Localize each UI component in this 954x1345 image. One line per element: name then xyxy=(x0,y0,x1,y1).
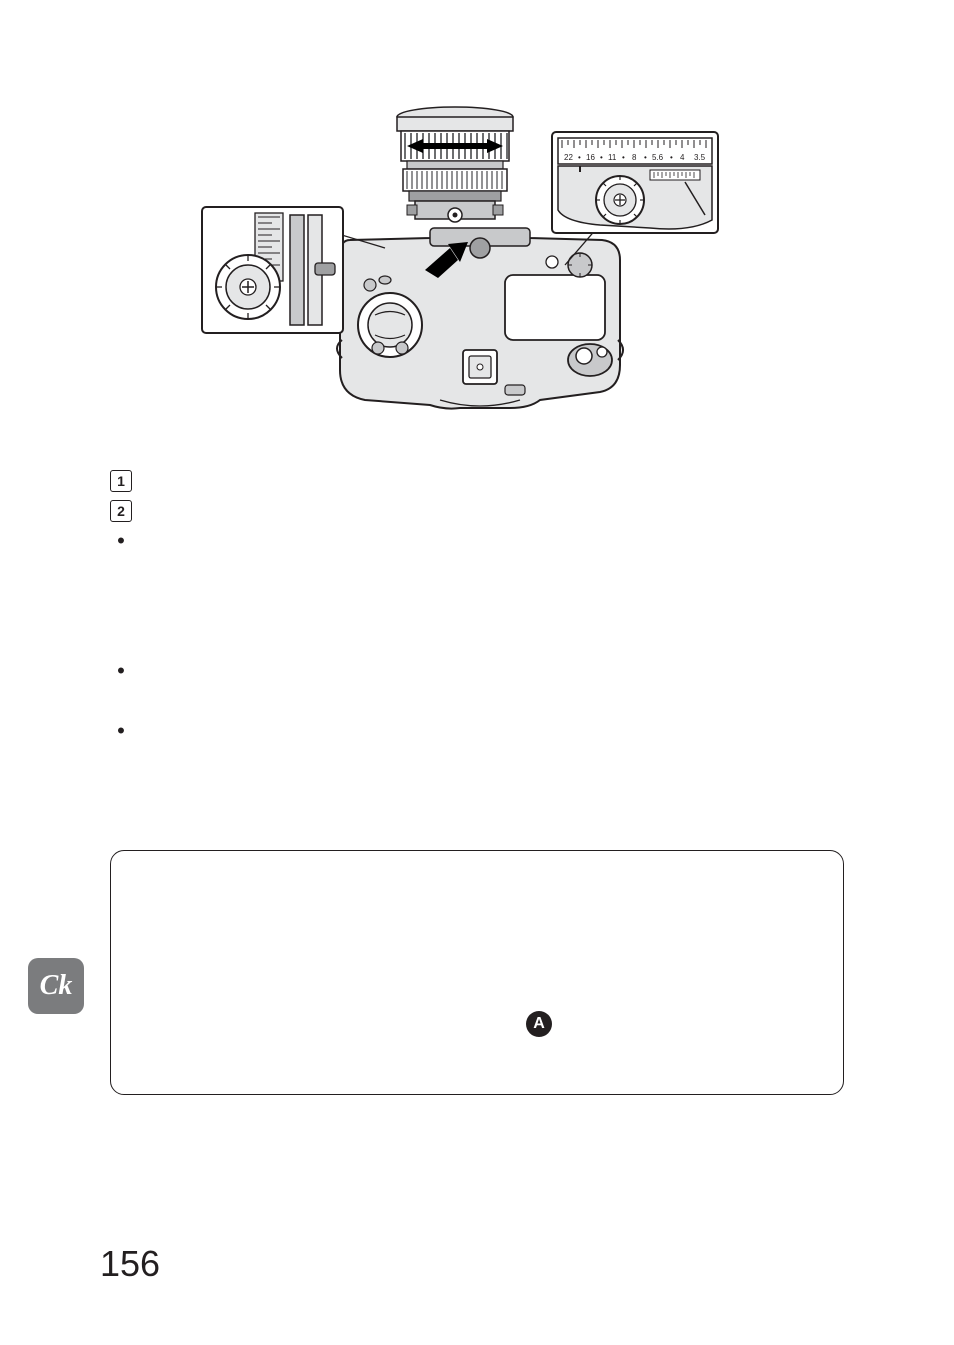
svg-text:•: • xyxy=(622,153,625,162)
step-2: 2 xyxy=(110,500,844,522)
step-list: 1 2 • • • xyxy=(110,470,844,780)
bullet-1-text xyxy=(144,530,844,660)
step-2-text xyxy=(144,500,844,522)
step-1-text xyxy=(144,470,844,492)
svg-text:•: • xyxy=(578,153,581,162)
left-callout-illustration xyxy=(200,205,345,335)
aperture-8: 8 xyxy=(632,153,637,162)
step-1: 1 xyxy=(110,470,844,492)
aperture-11: 11 xyxy=(608,153,617,162)
bullet-1-marker: • xyxy=(110,530,132,552)
aperture-35: 3.5 xyxy=(694,153,706,162)
bullet-3-marker: • xyxy=(110,720,132,742)
bullet-1: • xyxy=(110,530,844,660)
aperture-4: 4 xyxy=(680,153,685,162)
step-1-marker: 1 xyxy=(110,470,132,492)
svg-text:•: • xyxy=(644,153,647,162)
page-number: 156 xyxy=(100,1243,160,1285)
section-tab: Ck xyxy=(28,958,84,1014)
camera-diagram: 22 • 16 • 11 • 8 • 5.6 • 4 3.5 xyxy=(200,105,760,415)
circle-a-icon: A xyxy=(526,1011,552,1037)
bullet-2: • xyxy=(110,660,844,720)
bullet-2-marker: • xyxy=(110,660,132,682)
camera-body-illustration xyxy=(330,220,630,415)
right-callout-illustration: 22 • 16 • 11 • 8 • 5.6 • 4 3.5 xyxy=(550,130,720,235)
svg-text:•: • xyxy=(600,153,603,162)
note-box: A xyxy=(110,850,844,1095)
bullet-3: • xyxy=(110,720,844,780)
aperture-22: 22 xyxy=(564,153,573,162)
lens-top-illustration xyxy=(385,105,525,225)
page: 22 • 16 • 11 • 8 • 5.6 • 4 3.5 xyxy=(0,0,954,1345)
step-2-marker: 2 xyxy=(110,500,132,522)
aperture-16: 16 xyxy=(586,153,595,162)
bullet-3-text xyxy=(144,720,844,780)
aperture-56: 5.6 xyxy=(652,153,664,162)
svg-text:•: • xyxy=(670,153,673,162)
bullet-2-text xyxy=(144,660,844,720)
